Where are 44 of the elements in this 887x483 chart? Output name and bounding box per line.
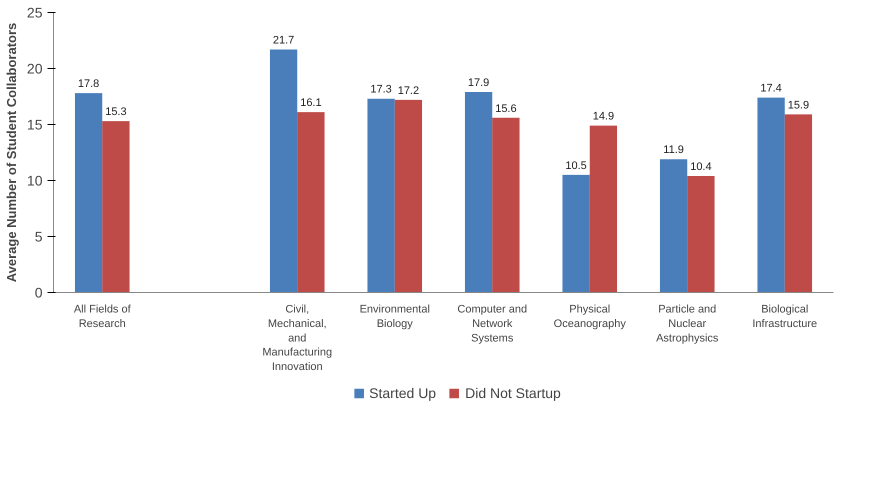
data-label: 11.9 bbox=[663, 144, 684, 156]
y-tick-label: 20 bbox=[26, 60, 43, 76]
data-label: 15.9 bbox=[788, 99, 810, 112]
bar bbox=[562, 174, 590, 292]
bar bbox=[74, 93, 102, 292]
data-label: 10.5 bbox=[565, 160, 587, 172]
bar bbox=[687, 176, 715, 292]
data-label: 17.8 bbox=[78, 78, 100, 90]
data-label: 17.4 bbox=[760, 82, 782, 95]
data-label: 21.7 bbox=[272, 34, 294, 46]
bar bbox=[660, 159, 688, 292]
y-tick-label: 0 bbox=[34, 284, 43, 300]
legend-label: Did Not Startup bbox=[465, 385, 561, 401]
bar bbox=[367, 98, 395, 292]
x-tick-label: Physical Oceanography bbox=[554, 304, 626, 330]
legend-label: Started Up bbox=[369, 385, 436, 401]
y-tick-label: 10 bbox=[26, 172, 43, 188]
y-tick-label: 25 bbox=[26, 4, 43, 20]
bar bbox=[492, 118, 520, 292]
data-label: 17.9 bbox=[468, 77, 490, 90]
bar bbox=[297, 112, 325, 292]
bar bbox=[784, 114, 812, 292]
bar bbox=[757, 98, 785, 292]
bar bbox=[464, 92, 492, 292]
data-label: 15.3 bbox=[105, 106, 127, 118]
data-label: 15.6 bbox=[495, 102, 517, 115]
bar bbox=[590, 126, 618, 292]
data-label: 17.2 bbox=[398, 84, 420, 97]
x-tick-label: Computer and Network Systems bbox=[457, 304, 528, 344]
y-tick-label: 15 bbox=[26, 116, 43, 132]
y-tick-label: 5 bbox=[34, 228, 43, 244]
data-label: 10.4 bbox=[690, 161, 712, 174]
y-axis-title: Average Number of Student Collaborators bbox=[4, 22, 19, 282]
x-tick-label: Environmental Biology bbox=[360, 304, 430, 330]
bar bbox=[394, 100, 422, 292]
x-tick-label: All Fields of Research bbox=[74, 304, 132, 330]
x-tick-label: Particle and Nuclear Astrophysics bbox=[656, 304, 719, 344]
data-label: 17.3 bbox=[370, 84, 392, 96]
data-label: 14.9 bbox=[592, 110, 614, 123]
x-tick-label: Biological Infrastructure bbox=[752, 304, 818, 330]
bar bbox=[270, 49, 298, 292]
x-tick-label: Civil, Mechanical, and Manufacturing Innovation bbox=[262, 304, 332, 374]
data-label: 16.1 bbox=[300, 97, 322, 110]
bar bbox=[102, 121, 130, 292]
